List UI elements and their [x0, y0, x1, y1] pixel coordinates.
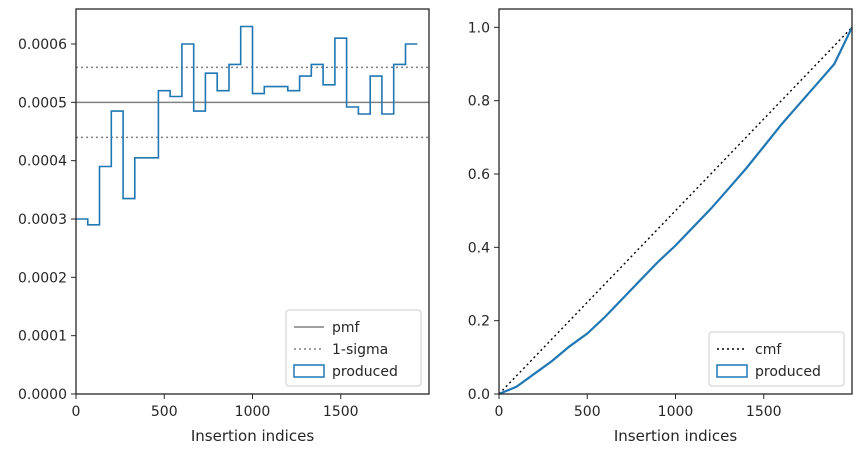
legend: cmf produced [708, 331, 845, 387]
x-tick-label: 0 [495, 404, 504, 420]
legend-label: produced [755, 364, 821, 380]
x-tick-label: 1000 [658, 404, 694, 420]
x-tick-label: 1500 [746, 404, 782, 420]
legend-label: pmf [332, 320, 361, 336]
y-tick-label: 0.0000 [18, 387, 67, 403]
y-tick-label: 0.0003 [18, 212, 67, 228]
produced-histogram-step [76, 25, 418, 226]
y-tick-label: 1.0 [468, 20, 490, 36]
x-tick-label: 1000 [235, 404, 271, 420]
y-tick-label: 0.6 [468, 167, 490, 183]
x-axis-label: Insertion indices [614, 427, 737, 445]
y-tick-label: 0.2 [468, 314, 490, 330]
legend-label: produced [332, 364, 398, 380]
x-tick-label: 0 [72, 404, 81, 420]
legend-patch [716, 364, 748, 378]
legend-patch [293, 364, 325, 378]
y-tick-label: 0.4 [468, 240, 490, 256]
y-tick-label: 0.8 [468, 94, 490, 110]
legend-label: cmf [755, 342, 782, 358]
y-tick-label: 0.0002 [18, 270, 67, 286]
x-axis-label: Insertion indices [191, 427, 314, 445]
legend: pmf 1-sigma produced [285, 309, 422, 387]
pmf-histogram-panel: 0 500 1000 1500 0.0000 0.0001 0.0002 0.0003 0.00… [18, 8, 430, 445]
x-tick-label: 500 [574, 404, 601, 420]
x-tick-label: 1500 [323, 404, 359, 420]
legend-box [285, 309, 422, 387]
legend-box [708, 331, 845, 387]
cmf-panel: 0 500 1000 1500 0.0 0.2 0.4 0.6 0.8 1.0 Insertion … [468, 8, 853, 445]
y-tick-label: 0.0005 [18, 95, 67, 111]
y-tick-label: 0.0004 [18, 154, 67, 170]
y-tick-label: 0.0 [468, 387, 490, 403]
legend-label: 1-sigma [332, 342, 388, 358]
y-tick-label: 0.0001 [18, 329, 67, 345]
x-tick-label: 500 [151, 404, 178, 420]
produced-cumulative-line [498, 26, 853, 396]
y-tick-label: 0.0006 [18, 37, 67, 53]
